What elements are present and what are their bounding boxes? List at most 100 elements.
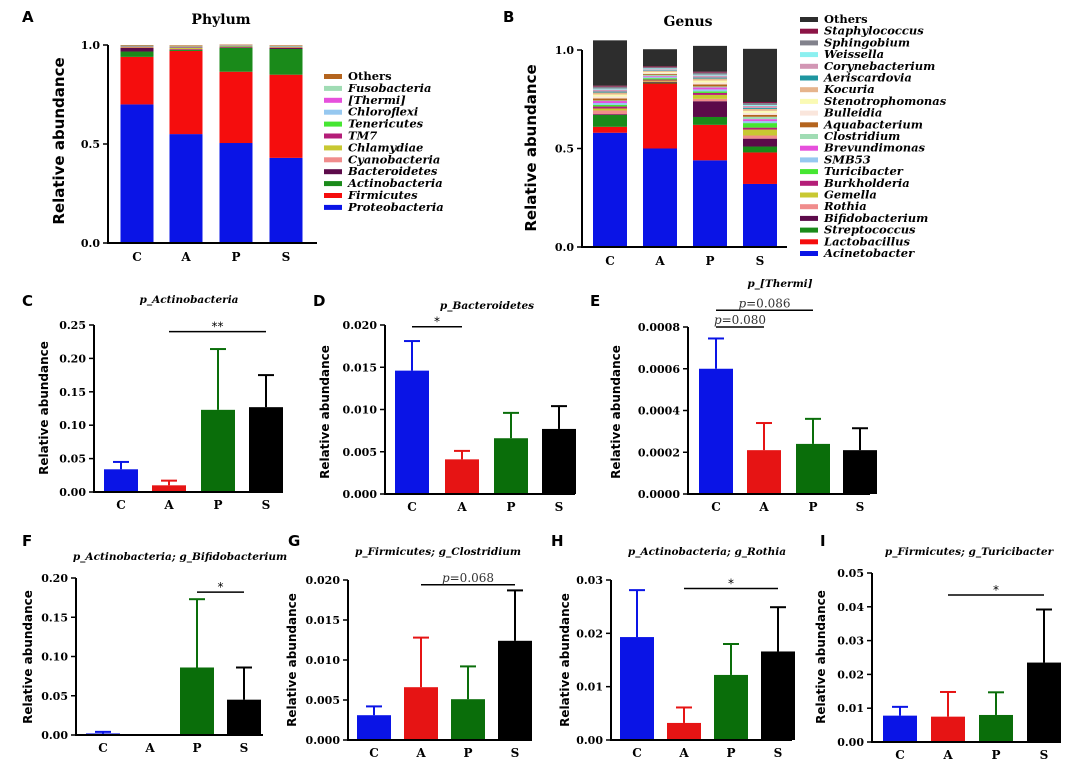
- panel-b-bar-s-segment: [743, 119, 777, 122]
- panel-i-xtick-label: C: [895, 748, 905, 762]
- panel-b-legend-swatch: [800, 75, 818, 81]
- panel-b-bar-s-segment: [743, 102, 777, 103]
- panel-b-bar-p-segment: [693, 116, 727, 125]
- panel-a-legend-label: Chlamydiae: [348, 140, 423, 154]
- panel-a-legend: OthersFusobacteria[Thermi]ChloroflexiTen…: [324, 69, 444, 214]
- panel-b-bar-s-segment: [743, 183, 777, 247]
- panel-a-bar-a-segment: [169, 45, 203, 47]
- panel-c-bar-p: [201, 409, 235, 492]
- panel-b-bar-p-segment: [693, 94, 727, 99]
- panel-b-bar-a-segment: [643, 76, 677, 78]
- panel-g-bar-c: [357, 715, 391, 740]
- panel-b-bar-c-segment: [593, 108, 627, 111]
- panel-b-bar-a-segment: [643, 67, 677, 69]
- panel-b-legend-label: Acinetobacter: [823, 246, 915, 260]
- panel-a-legend-label: Actinobacteria: [347, 176, 443, 190]
- panel-letter-f: F: [22, 532, 32, 550]
- panel-a-bar-s-segment: [269, 74, 303, 158]
- panel-b-bar-c-segment: [593, 110, 627, 115]
- panel-a-title: Phylum: [191, 12, 250, 28]
- panel-b-bar-s-segment: [743, 146, 777, 153]
- panel-a-ylabel: Relative abundance: [50, 57, 68, 224]
- panel-e: C A P S 0.0000 0.0002 0.0004 0.0006 0.0008 p_[The…: [609, 278, 877, 514]
- panel-a-bar-c-segment: [120, 46, 154, 48]
- panel-b-legend-label: Corynebacterium: [824, 59, 935, 73]
- panel-e-ylabel: Relative abundance: [609, 345, 623, 479]
- panel-b-legend-swatch: [800, 98, 818, 104]
- panel-b-bar-p-segment: [693, 124, 727, 161]
- panel-a-legend-swatch: [324, 121, 342, 127]
- panel-g-xtick-label: A: [415, 746, 426, 760]
- panel-b-bar-c-segment: [593, 100, 627, 102]
- panel-a-ytick-label: 0.0: [81, 237, 100, 250]
- panel-a-bar-p-segment: [219, 45, 253, 46]
- panel-a-xtick-label: C: [132, 250, 142, 264]
- panel-b-ytick-label: 0.5: [555, 143, 574, 156]
- panel-f-xtick-label: S: [240, 741, 249, 755]
- panel-b-bar-c-segment: [593, 101, 627, 103]
- panel-b-bar-a-segment: [643, 74, 677, 77]
- panel-c-ytick-label: 0.15: [59, 386, 86, 399]
- panel-f-significance-label: *: [218, 580, 224, 594]
- panel-f-ytick-label: 0.00: [41, 729, 68, 742]
- panel-b-bar-c-segment: [593, 89, 627, 92]
- panel-b-legend-swatch: [800, 215, 818, 221]
- panel-g-bar-p: [451, 699, 485, 740]
- panel-i-ytick-label: 0.05: [837, 567, 864, 580]
- panel-b-bar-s-segment: [743, 127, 777, 130]
- panel-b-legend-swatch: [800, 145, 818, 151]
- panel-b-bar-c-segment: [593, 115, 627, 127]
- panel-a-legend-swatch: [324, 169, 342, 175]
- panel-b-legend-swatch: [800, 52, 818, 58]
- panel-a-legend-label: Cyanobacteria: [348, 152, 440, 166]
- panel-b-bar-a-segment: [643, 148, 677, 247]
- panel-i-ytick-label: 0.00: [837, 736, 864, 749]
- panel-b-bar-s-segment: [743, 107, 777, 109]
- panel-b-legend-label: Brevundimonas: [823, 141, 926, 155]
- panel-c-ytick-label: 0.10: [59, 419, 86, 432]
- panel-b-bar-c-segment: [593, 126, 627, 133]
- panel-b-bar-s-segment: [743, 108, 777, 111]
- panel-a-bar-c-segment: [120, 45, 154, 46]
- panel-b-bar-p-segment: [693, 77, 727, 79]
- panel-h-ytick-label: 0.02: [576, 627, 603, 640]
- panel-b-bar-c-segment: [593, 98, 627, 101]
- panel-b-bar-s-segment: [743, 102, 777, 105]
- panel-b-bar-s-segment: [743, 116, 777, 120]
- panel-a-bar-a-segment: [169, 46, 203, 47]
- panel-h-significance-label: *: [728, 577, 734, 591]
- panel-d-ytick-label: 0.000: [343, 488, 378, 501]
- panel-b-bar-s-segment: [743, 138, 777, 147]
- panel-f-xtick-label: C: [98, 741, 108, 755]
- panel-b-legend-label: Stenotrophomonas: [824, 94, 947, 108]
- panel-a-bar-p-segment: [219, 47, 253, 72]
- panel-f-xtick-label: P: [192, 741, 201, 755]
- panel-h-ytick-label: 0.01: [576, 681, 603, 694]
- panel-e-xtick-label: A: [758, 500, 769, 514]
- panel-i-bar-s: [1027, 662, 1061, 742]
- panel-b-legend-swatch: [800, 157, 818, 163]
- panel-c-ytick-label: 0.20: [59, 352, 86, 365]
- panel-a-bar-a-segment: [169, 49, 203, 51]
- panel-b-bar-p-segment: [693, 91, 727, 93]
- panel-b-bar-a-segment: [643, 80, 677, 82]
- panel-letter-a: A: [22, 8, 34, 26]
- panel-f-bar-s: [227, 699, 261, 735]
- panel-a-xtick-label: P: [231, 250, 240, 264]
- panel-c-ytick-label: 0.25: [59, 319, 86, 332]
- panel-h-xtick-label: S: [774, 746, 783, 760]
- panel-e-bar-s: [843, 450, 877, 494]
- panel-b-legend-swatch: [800, 122, 818, 128]
- panel-g-xtick-label: S: [511, 746, 520, 760]
- panel-c-bar-s: [249, 407, 283, 492]
- panel-b-legend-label: Others: [824, 12, 868, 26]
- panel-i-title: p_Firmicutes; g_Turicibacter: [885, 546, 1055, 559]
- panel-b-bar-c-segment: [593, 92, 627, 95]
- panel-b-bar-c-segment: [593, 91, 627, 93]
- panel-g-ytick-label: 0.000: [306, 734, 341, 747]
- panel-a-legend-swatch: [324, 204, 342, 210]
- panel-b-bar-c-segment: [593, 106, 627, 109]
- panel-a-legend-label: Firmicutes: [347, 188, 418, 202]
- panel-a-bar-c-segment: [120, 45, 154, 47]
